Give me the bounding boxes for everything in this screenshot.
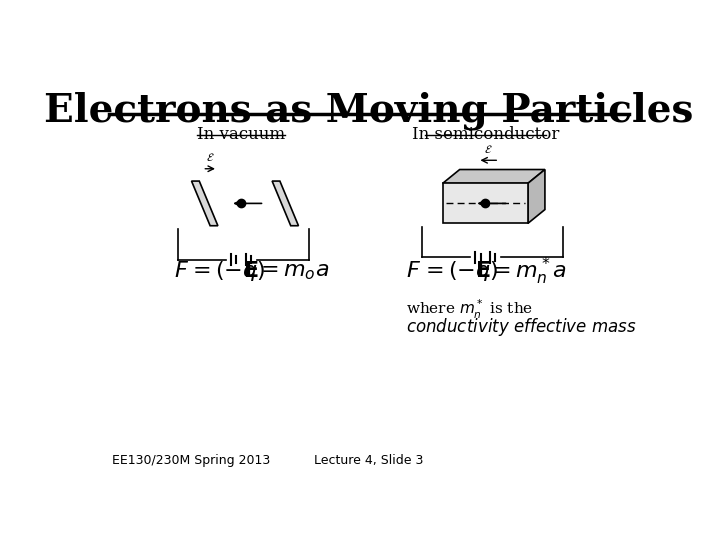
Text: $\bf{\it{conductivity\ effective\ mass}}$: $\bf{\it{conductivity\ effective\ mass}}… [406,315,637,338]
Text: $F$: $F$ [174,260,189,282]
Polygon shape [443,184,528,224]
Text: $= (-q)$: $= (-q)$ [189,259,266,283]
Text: $= m_o a$: $= m_o a$ [256,260,329,282]
Text: $\mathcal{E}$: $\mathcal{E}$ [484,143,492,155]
Text: Lecture 4, Slide 3: Lecture 4, Slide 3 [315,454,423,467]
Text: $\mathbf{E}$: $\mathbf{E}$ [243,260,258,282]
Text: $\mathcal{E}$: $\mathcal{E}$ [206,151,215,164]
Text: In semiconductor: In semiconductor [412,126,559,144]
Text: $\mathbf{E}$: $\mathbf{E}$ [475,260,490,282]
Text: $= m_n^* a$: $= m_n^* a$ [488,255,567,287]
Polygon shape [443,170,545,184]
Polygon shape [272,181,299,226]
Text: EE130/230M Spring 2013: EE130/230M Spring 2013 [112,454,270,467]
Polygon shape [192,181,218,226]
Polygon shape [528,170,545,224]
Text: where $m_n^*$ is the: where $m_n^*$ is the [406,298,534,321]
Text: $F$: $F$ [406,260,421,282]
Text: $= (-q)$: $= (-q)$ [421,259,498,283]
Text: In vacuum: In vacuum [197,126,285,144]
Text: Electrons as Moving Particles: Electrons as Moving Particles [45,92,693,130]
